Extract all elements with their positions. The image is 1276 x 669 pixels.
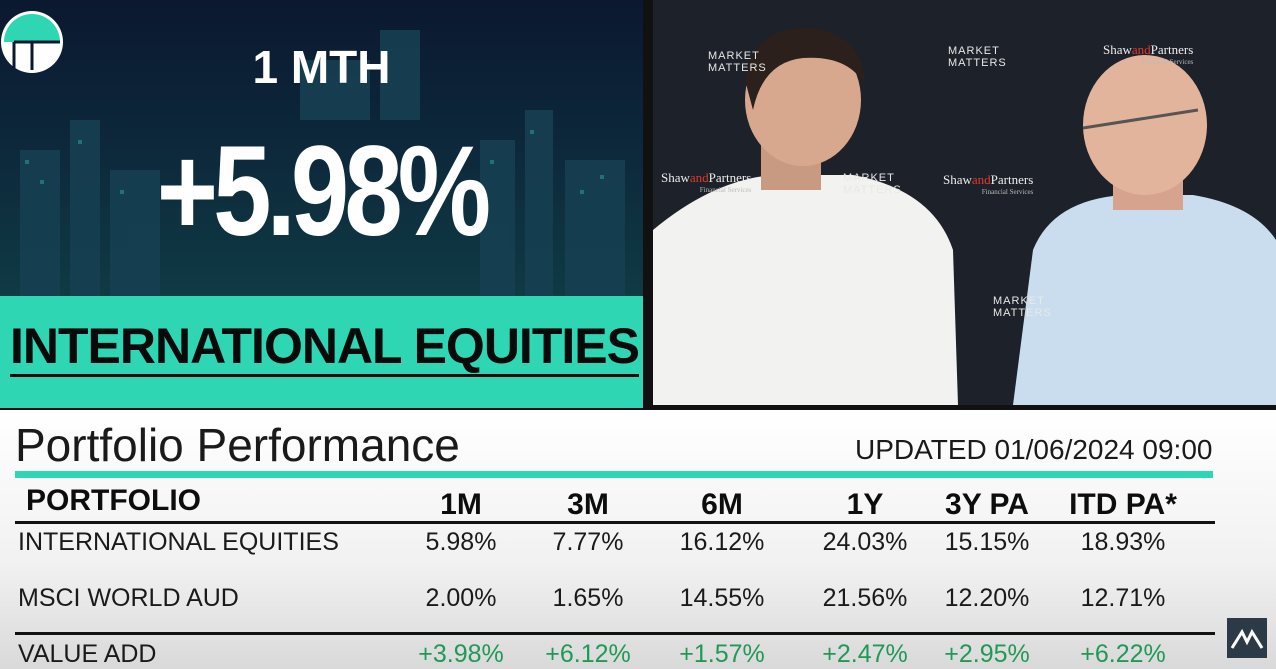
brand-text: Partners	[990, 172, 1034, 187]
column-header: PORTFOLIO	[26, 484, 201, 517]
brand-text: and	[971, 172, 991, 187]
table-title: Portfolio Performance	[15, 419, 460, 471]
brand-logo: MARKET MATTERS	[708, 50, 767, 74]
brand-text: Partners	[1150, 42, 1194, 57]
brand-text: MATTERS	[948, 57, 1007, 69]
brand-name: ShawandPartners	[943, 172, 1033, 188]
brand-logo: MARKET MATTERS	[993, 295, 1052, 319]
table-cell: 12.20%	[944, 584, 1030, 612]
table-cell: +1.57%	[679, 640, 765, 668]
table-cell: 24.03%	[822, 528, 908, 556]
column-header: 1Y	[846, 488, 884, 521]
title-band	[0, 296, 643, 408]
brand-text: and	[1131, 42, 1151, 57]
table-cell: 21.56%	[822, 584, 908, 612]
brand-logo: MARKET MATTERS	[948, 45, 1007, 69]
brand-text: Shaw	[661, 170, 690, 185]
corner-logo	[1227, 618, 1267, 658]
brand-text: MATTERS	[843, 184, 902, 196]
skyline	[1, 11, 625, 296]
column-header: 3M	[567, 488, 609, 521]
brand-logo: MARKET MATTERS	[843, 172, 902, 196]
table-cell: 16.12%	[679, 528, 765, 556]
brand-name: ShawandPartners	[661, 170, 751, 186]
brand-text: MATTERS	[708, 62, 767, 74]
return-value: +5.98%	[156, 120, 491, 263]
brand-name: ShawandPartners	[1103, 42, 1193, 58]
table-cell: +6.12%	[545, 640, 631, 668]
brand-text: Shaw	[943, 172, 972, 187]
brand-text: MATTERS	[993, 307, 1052, 319]
brand-text: MARKET	[708, 50, 760, 62]
table-lines	[15, 471, 1267, 658]
table-cell: +6.22%	[1080, 640, 1166, 668]
hero-title: INTERNATIONAL EQUITIES	[10, 318, 640, 377]
table-panel	[0, 410, 1276, 669]
column-header: 3Y PA	[945, 488, 1029, 521]
title-rule	[15, 471, 1213, 478]
table-cell: 18.93%	[1080, 528, 1166, 556]
brand-text: MARKET	[948, 45, 1000, 57]
brand-logo: ShawandPartners Financial Services	[1103, 42, 1193, 66]
brand-subtitle: Financial Services	[699, 186, 752, 194]
table-cell: +2.95%	[944, 640, 1030, 668]
city-background	[0, 0, 643, 296]
column-header: 1M	[440, 488, 482, 521]
header-rule	[15, 521, 1215, 524]
brand-logo: ShawandPartners Financial Services	[661, 170, 751, 194]
video-feed: MARKET MATTERS MARKET MATTERS MARKET MATTERS M…	[653, 0, 1276, 405]
table-cell: +3.98%	[418, 640, 504, 668]
brand-subtitle: Financial Services	[981, 188, 1034, 196]
period-label: 1 MTH	[252, 41, 391, 93]
brand-subtitle: Financial Services	[1141, 58, 1194, 66]
brand-text: Partners	[708, 170, 752, 185]
column-header: ITD PA*	[1069, 488, 1177, 521]
table-cell: 7.77%	[552, 528, 624, 556]
table-cell: 5.98%	[425, 528, 497, 556]
row-label: INTERNATIONAL EQUITIES	[18, 528, 339, 556]
row-label: VALUE ADD	[18, 640, 157, 668]
table-cell: 2.00%	[425, 584, 497, 612]
table-cell: +2.47%	[822, 640, 908, 668]
brand-text: MARKET	[993, 295, 1045, 307]
column-header: 6M	[701, 488, 743, 521]
row-label: MSCI WORLD AUD	[18, 584, 239, 612]
studio-scene	[653, 0, 1276, 405]
brand-logo: ShawandPartners Financial Services	[943, 172, 1033, 196]
table-cell: 1.65%	[552, 584, 624, 612]
brand-text: and	[689, 170, 709, 185]
table-cell: 15.15%	[944, 528, 1030, 556]
table-cell: 14.55%	[679, 584, 765, 612]
brand-text: MARKET	[843, 172, 895, 184]
total-rule	[15, 632, 1215, 635]
table-cell: 12.71%	[1080, 584, 1166, 612]
brand-text: Shaw	[1103, 42, 1132, 57]
updated-stamp: UPDATED 01/06/2024 09:00	[855, 434, 1213, 465]
